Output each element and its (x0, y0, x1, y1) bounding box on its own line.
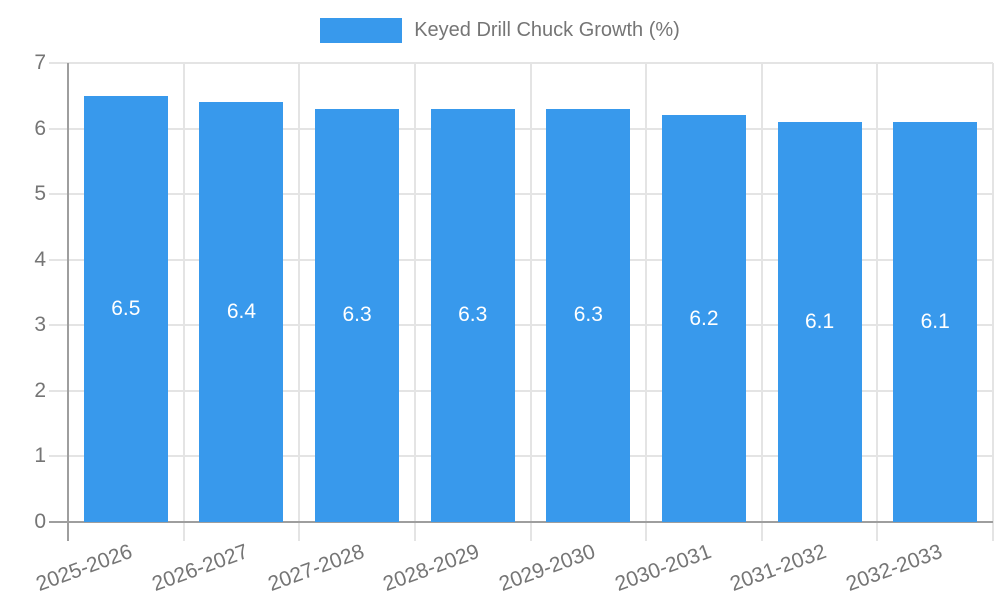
y-axis-tick-label: 0 (34, 510, 46, 533)
y-axis-tick-label: 5 (34, 182, 46, 206)
h-gridline (49, 62, 993, 64)
y-axis-tick-label: 3 (34, 313, 46, 337)
y-axis-tick-label: 2 (34, 378, 46, 402)
bar[interactable] (893, 122, 978, 522)
x-axis-tick-label: 2030-2031 (611, 540, 714, 596)
v-gridline (182, 63, 185, 541)
x-axis-tick-label: 2025-2026 (33, 540, 136, 596)
v-gridline (992, 63, 994, 541)
bar-value-label: 6.2 (689, 306, 719, 330)
x-axis-tick-label: 2031-2032 (727, 540, 830, 596)
h-gridline (49, 258, 993, 261)
bar-value-label: 6.3 (342, 303, 372, 327)
bar-value-label: 6.1 (804, 310, 835, 333)
x-axis-tick-label: 2028-2029 (380, 540, 483, 596)
v-gridline (413, 63, 416, 541)
x-axis-tick-label: 2026-2027 (149, 540, 252, 596)
legend-swatch[interactable] (320, 18, 403, 43)
bar-value-label: 6.5 (111, 296, 141, 320)
h-gridline (49, 455, 993, 458)
y-axis-line (67, 63, 69, 541)
h-gridline (49, 127, 993, 130)
bar[interactable] (546, 108, 631, 522)
h-gridline (49, 193, 993, 196)
h-gridline (49, 389, 993, 392)
bar[interactable] (430, 108, 515, 522)
v-gridline (645, 63, 648, 541)
y-axis-tick-label: 1 (34, 444, 46, 468)
x-axis-tick-label: 2027-2028 (264, 540, 367, 596)
legend-label[interactable]: Keyed Drill Chuck Growth (%) (414, 19, 680, 41)
y-axis-tick-label: 6 (34, 116, 46, 140)
y-axis-tick-label: 7 (34, 51, 46, 74)
x-axis-tick-label: 2032-2033 (842, 540, 946, 596)
bar-value-label: 6.1 (920, 310, 950, 333)
bar-value-label: 6.3 (458, 303, 488, 327)
bar[interactable] (777, 122, 862, 522)
bar-value-label: 6.3 (573, 303, 603, 327)
bar[interactable] (661, 115, 746, 522)
bar[interactable] (315, 108, 400, 522)
h-gridline (49, 324, 993, 327)
legend: Keyed Drill Chuck Growth (%) (0, 18, 1000, 43)
v-gridline (298, 63, 301, 541)
v-gridline (876, 63, 879, 541)
x-axis-tick-label: 2029-2030 (495, 540, 599, 596)
bar[interactable] (199, 102, 284, 522)
v-gridline (760, 63, 763, 541)
bar[interactable] (83, 95, 168, 522)
v-gridline (529, 63, 532, 541)
y-axis-tick-label: 4 (34, 247, 46, 271)
bar-value-label: 6.4 (226, 300, 257, 324)
x-axis-line (49, 521, 993, 523)
